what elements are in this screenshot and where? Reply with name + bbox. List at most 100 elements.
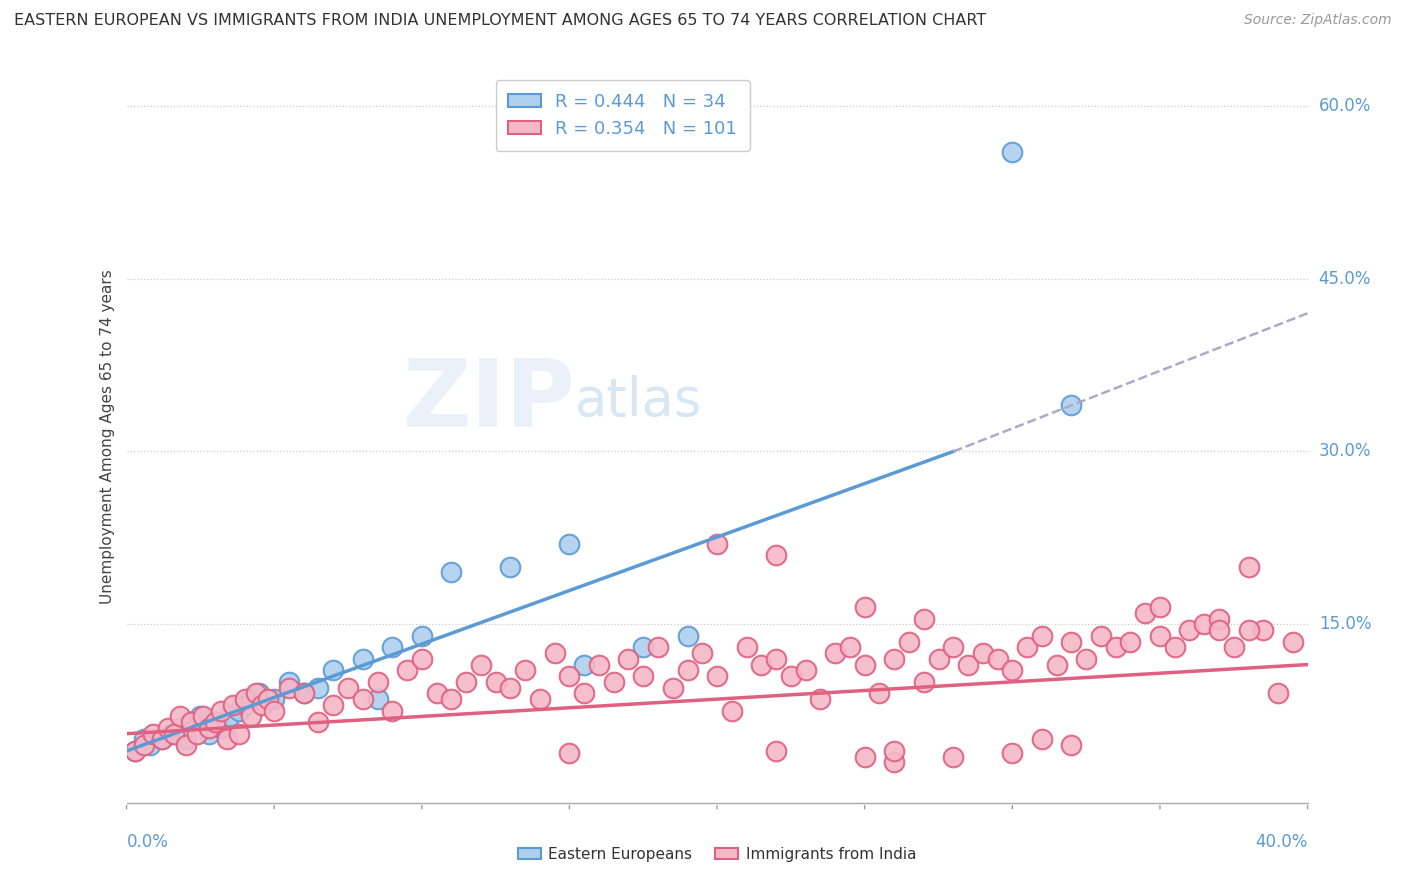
- Point: [156, 721, 179, 735]
- Text: 30.0%: 30.0%: [1319, 442, 1371, 460]
- Point: [352, 692, 374, 706]
- Point: [245, 686, 267, 700]
- Point: [1222, 640, 1246, 655]
- Point: [322, 663, 344, 677]
- Point: [278, 674, 301, 689]
- Point: [163, 727, 186, 741]
- Point: [1045, 657, 1069, 672]
- Point: [247, 686, 270, 700]
- Point: [1001, 663, 1024, 677]
- Point: [1282, 634, 1305, 648]
- Point: [1237, 623, 1260, 637]
- Point: [209, 704, 232, 718]
- Point: [883, 744, 905, 758]
- Point: [174, 738, 197, 752]
- Point: [1060, 738, 1083, 752]
- Point: [257, 692, 280, 706]
- Point: [381, 704, 404, 718]
- Point: [810, 692, 832, 706]
- Point: [779, 669, 801, 683]
- Point: [558, 746, 581, 760]
- Point: [794, 663, 817, 677]
- Text: 60.0%: 60.0%: [1319, 97, 1371, 115]
- Point: [676, 663, 699, 677]
- Point: [134, 738, 156, 752]
- Point: [150, 732, 173, 747]
- Point: [411, 629, 433, 643]
- Point: [292, 686, 315, 700]
- Point: [219, 709, 242, 723]
- Point: [1267, 686, 1289, 700]
- Point: [928, 652, 950, 666]
- Point: [263, 704, 285, 718]
- Point: [558, 669, 581, 683]
- Point: [215, 732, 238, 747]
- Point: [233, 692, 256, 706]
- Point: [751, 657, 773, 672]
- Point: [1208, 611, 1230, 625]
- Point: [396, 663, 419, 677]
- Point: [278, 681, 301, 695]
- Point: [159, 727, 183, 741]
- Point: [470, 657, 492, 672]
- Point: [869, 686, 891, 700]
- Point: [352, 652, 374, 666]
- Point: [588, 657, 610, 672]
- Point: [1060, 634, 1083, 648]
- Point: [1178, 623, 1201, 637]
- Point: [942, 749, 965, 764]
- Point: [1251, 623, 1274, 637]
- Text: EASTERN EUROPEAN VS IMMIGRANTS FROM INDIA UNEMPLOYMENT AMONG AGES 65 TO 74 YEARS: EASTERN EUROPEAN VS IMMIGRANTS FROM INDI…: [14, 13, 987, 29]
- Point: [1001, 145, 1024, 159]
- Point: [1208, 623, 1230, 637]
- Point: [838, 640, 860, 655]
- Point: [142, 727, 165, 741]
- Point: [499, 681, 522, 695]
- Point: [720, 704, 742, 718]
- Point: [515, 663, 537, 677]
- Point: [912, 611, 935, 625]
- Point: [883, 652, 905, 666]
- Y-axis label: Unemployment Among Ages 65 to 74 years: Unemployment Among Ages 65 to 74 years: [100, 269, 115, 605]
- Point: [239, 709, 262, 723]
- Point: [440, 692, 463, 706]
- Point: [134, 732, 156, 747]
- Point: [706, 669, 728, 683]
- Point: [150, 732, 173, 747]
- Point: [912, 674, 935, 689]
- Point: [1133, 606, 1156, 620]
- Point: [292, 686, 315, 700]
- Point: [765, 744, 787, 758]
- Point: [124, 744, 146, 758]
- Point: [440, 566, 463, 580]
- Point: [1192, 617, 1215, 632]
- Point: [1164, 640, 1187, 655]
- Point: [661, 681, 683, 695]
- Point: [897, 634, 920, 648]
- Point: [124, 744, 146, 758]
- Point: [366, 674, 388, 689]
- Point: [454, 674, 477, 689]
- Point: [1060, 398, 1083, 412]
- Point: [617, 652, 640, 666]
- Point: [1149, 629, 1171, 643]
- Point: [222, 698, 245, 712]
- Point: [204, 715, 226, 730]
- Point: [263, 692, 285, 706]
- Point: [307, 715, 329, 730]
- Point: [174, 732, 197, 747]
- Point: [193, 709, 215, 723]
- Point: [366, 692, 388, 706]
- Point: [1119, 634, 1142, 648]
- Point: [676, 629, 699, 643]
- Point: [853, 599, 876, 614]
- Point: [1076, 652, 1098, 666]
- Text: 45.0%: 45.0%: [1319, 269, 1371, 288]
- Point: [411, 652, 433, 666]
- Point: [169, 709, 191, 723]
- Point: [186, 727, 208, 741]
- Point: [198, 721, 221, 735]
- Text: atlas: atlas: [575, 375, 703, 426]
- Point: [484, 674, 508, 689]
- Text: Source: ZipAtlas.com: Source: ZipAtlas.com: [1244, 13, 1392, 28]
